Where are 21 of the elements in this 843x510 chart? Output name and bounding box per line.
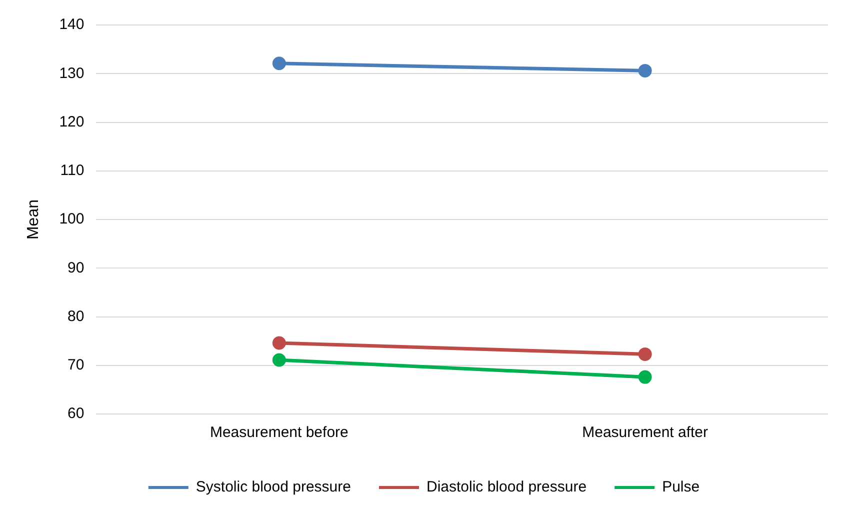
- y-tick-label: 130: [59, 64, 84, 82]
- y-tick-label: 60: [68, 405, 84, 422]
- x-tick-label: Measurement before: [210, 424, 348, 442]
- x-tick-label: Measurement after: [582, 424, 708, 442]
- y-tick-label: 80: [68, 308, 84, 325]
- y-tick-label: 100: [59, 210, 84, 228]
- point: [272, 336, 286, 350]
- y-tick-label: 90: [68, 259, 84, 276]
- y-tick-label: 120: [59, 113, 84, 130]
- point: [638, 347, 652, 361]
- legend-label: Pulse: [662, 478, 700, 496]
- y-tick-label: 140: [59, 16, 84, 34]
- point: [638, 370, 652, 384]
- legend-label: Diastolic blood pressure: [426, 478, 587, 496]
- legend-label: Systolic blood pressure: [196, 478, 351, 496]
- point: [272, 56, 286, 70]
- point: [638, 64, 652, 78]
- point: [272, 353, 286, 367]
- y-tick-label: 70: [68, 356, 84, 374]
- y-axis-title: Mean: [25, 199, 42, 240]
- y-tick-label: 110: [60, 162, 84, 180]
